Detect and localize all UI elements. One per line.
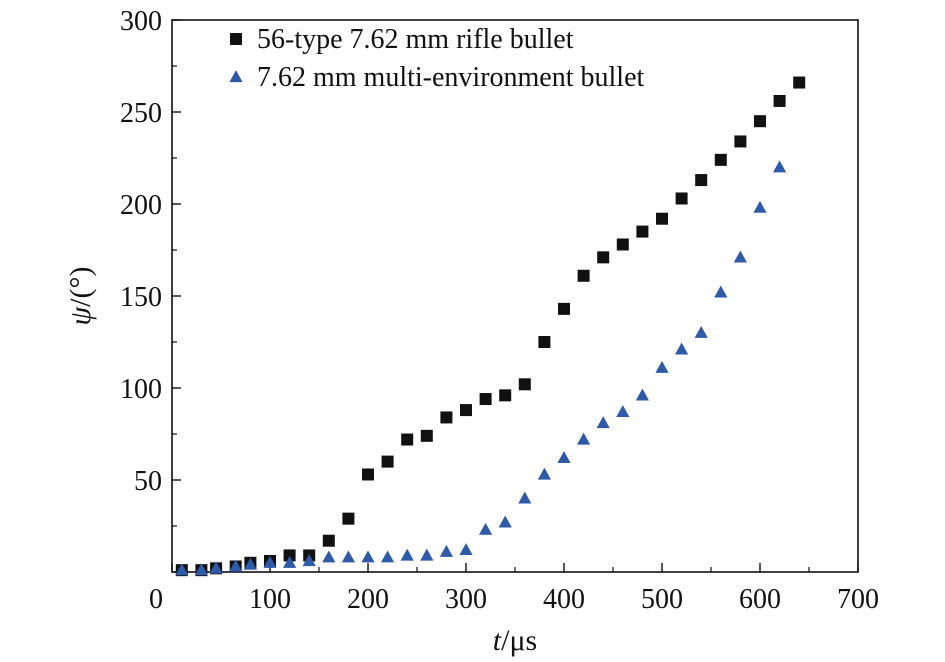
square-point bbox=[479, 393, 492, 406]
triangle-point bbox=[341, 550, 355, 563]
square-point bbox=[734, 135, 747, 148]
square-point bbox=[754, 115, 766, 128]
triangle-point bbox=[381, 550, 395, 563]
triangle-point bbox=[773, 160, 787, 173]
square-point bbox=[636, 225, 649, 238]
triangle-point bbox=[616, 405, 630, 418]
legend-marker-1 bbox=[230, 33, 242, 45]
triangle-point bbox=[714, 285, 728, 298]
square-point bbox=[793, 76, 806, 89]
triangle-point bbox=[733, 250, 747, 263]
legend-label-1: 56-type 7.62 mm rifle bullet bbox=[257, 24, 574, 55]
triangle-point bbox=[194, 563, 208, 576]
x-axis-title: t/μs bbox=[493, 624, 537, 657]
triangle-point bbox=[263, 555, 277, 568]
legend-label-2: 7.62 mm multi-environment bullet bbox=[257, 62, 645, 93]
y-tick-label: 200 bbox=[120, 190, 162, 221]
y-tick-label: 300 bbox=[120, 6, 162, 37]
triangle-point bbox=[694, 325, 708, 338]
square-point bbox=[538, 336, 551, 348]
triangle-point bbox=[537, 467, 551, 480]
triangle-point bbox=[753, 200, 767, 213]
triangle-point bbox=[577, 432, 591, 445]
y-axis-title: ψ/(°) bbox=[64, 267, 97, 326]
x-tick-label: 400 bbox=[543, 584, 585, 615]
square-point bbox=[714, 153, 727, 166]
square-point bbox=[773, 94, 786, 107]
square-point bbox=[362, 468, 374, 481]
square-point bbox=[558, 302, 570, 315]
square-point bbox=[675, 192, 688, 205]
data-points bbox=[175, 76, 806, 577]
triangle-point bbox=[479, 522, 493, 535]
y-tick-label: 100 bbox=[120, 374, 162, 405]
square-point bbox=[499, 389, 512, 402]
legend-marker-2 bbox=[229, 70, 243, 83]
triangle-point bbox=[655, 360, 669, 373]
triangle-point bbox=[229, 559, 243, 572]
triangle-point bbox=[557, 451, 571, 464]
y-tick-label: 50 bbox=[134, 466, 162, 497]
square-point bbox=[597, 251, 610, 264]
y-tick-label: 150 bbox=[120, 282, 162, 313]
square-point bbox=[401, 433, 414, 446]
legend: 56-type 7.62 mm rifle bullet 7.62 mm mult… bbox=[229, 24, 645, 93]
triangle-point bbox=[361, 550, 375, 563]
triangle-point bbox=[498, 515, 512, 528]
plot-frame bbox=[171, 19, 859, 573]
square-point bbox=[381, 455, 394, 468]
x-tick-label: 300 bbox=[445, 584, 487, 615]
square-point bbox=[656, 212, 668, 225]
triangle-point bbox=[675, 342, 689, 355]
square-point bbox=[440, 411, 453, 424]
square-point bbox=[518, 378, 531, 391]
triangle-point bbox=[518, 491, 532, 504]
square-point bbox=[577, 269, 590, 282]
square-point bbox=[283, 549, 296, 562]
square-point bbox=[420, 429, 433, 442]
y-tick-label: 250 bbox=[120, 98, 162, 129]
triangle-point bbox=[439, 544, 453, 557]
square-point bbox=[322, 534, 335, 547]
axis-ticks: 0 100 200 300 400 500 600 700 50 100 150 200 250 300 bbox=[120, 6, 879, 615]
x-tick-label: 200 bbox=[347, 584, 389, 615]
plot-axes bbox=[171, 19, 859, 573]
triangle-point bbox=[322, 550, 336, 563]
series-1 bbox=[175, 76, 806, 577]
triangle-point bbox=[243, 557, 257, 570]
triangle-point bbox=[420, 548, 434, 561]
series-2 bbox=[175, 160, 787, 576]
triangle-point bbox=[283, 555, 297, 568]
x-tick-label: 700 bbox=[837, 584, 879, 615]
triangle-point bbox=[175, 563, 189, 576]
x-tick-label: 0 bbox=[149, 584, 163, 615]
x-tick-label: 600 bbox=[739, 584, 781, 615]
x-tick-label: 500 bbox=[641, 584, 683, 615]
triangle-point bbox=[635, 388, 649, 401]
triangle-point bbox=[302, 554, 316, 567]
triangle-point bbox=[596, 416, 610, 429]
square-point bbox=[616, 238, 629, 251]
square-point bbox=[695, 174, 708, 187]
triangle-point bbox=[400, 548, 414, 561]
x-tick-label: 100 bbox=[249, 584, 291, 615]
triangle-point bbox=[209, 561, 223, 574]
triangle-point bbox=[459, 543, 473, 556]
square-point bbox=[342, 512, 355, 525]
square-point bbox=[460, 404, 472, 417]
